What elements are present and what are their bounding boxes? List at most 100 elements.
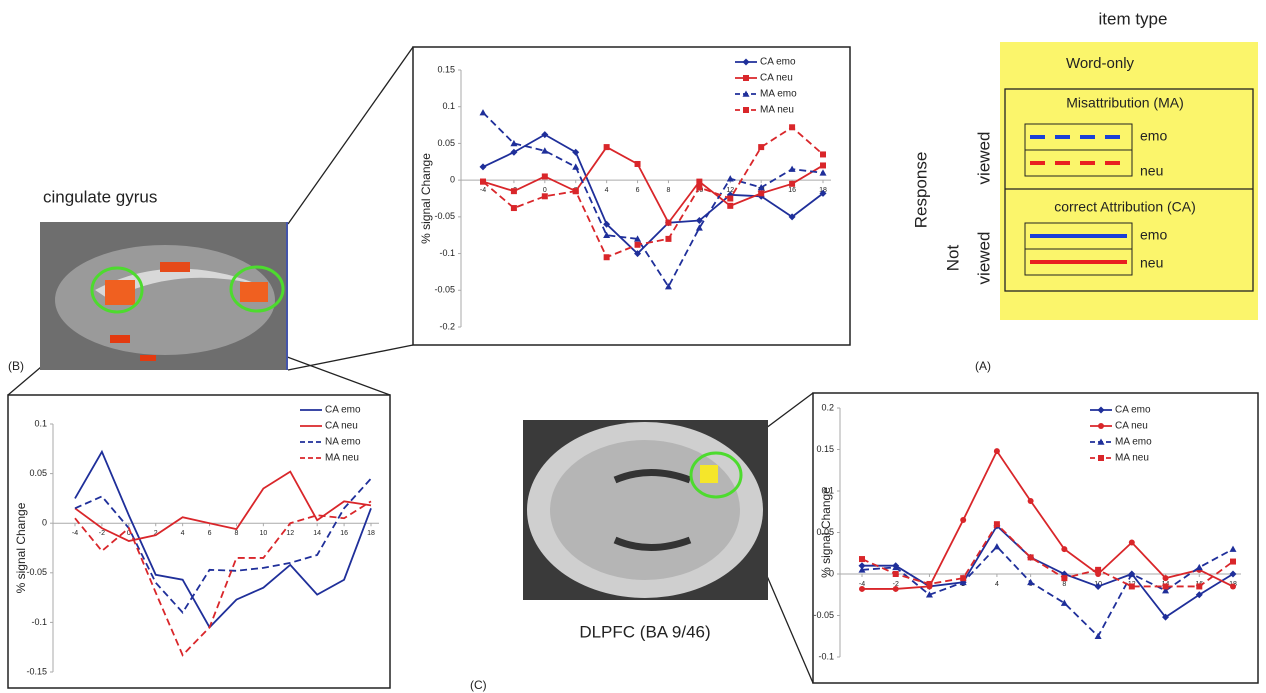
brain-sagittal: [40, 222, 288, 370]
axis-label: Response: [911, 152, 930, 229]
marker: [1094, 582, 1102, 590]
y-tick-label: 0: [450, 175, 455, 185]
x-tick-label: 2: [154, 530, 158, 537]
legend-label: MA neu: [760, 105, 794, 116]
marker: [960, 575, 967, 582]
y-tick-label: -0.05: [434, 211, 455, 221]
x-tick-label: 8: [235, 530, 239, 537]
marker: [695, 217, 703, 225]
legend-label: CA neu: [325, 421, 358, 432]
legend-label: CA emo: [760, 57, 796, 68]
marker: [892, 563, 900, 571]
marker: [742, 58, 750, 66]
y-axis-title: % signal Change: [819, 487, 833, 578]
x-tick-label: -4: [480, 187, 486, 194]
x-tick-label: 8: [667, 187, 671, 194]
series-line: [482, 111, 824, 289]
marker: [572, 148, 580, 156]
marker: [820, 162, 826, 169]
marker: [510, 148, 518, 156]
marker: [1098, 423, 1104, 429]
chart-frame: [412, 46, 851, 346]
y-tick-label: 0.1: [34, 418, 47, 428]
series-line: [74, 500, 372, 657]
marker: [480, 178, 486, 185]
marker: [819, 189, 827, 197]
x-tick-label: 16: [788, 187, 796, 194]
y-axis-title: % signal Change: [419, 153, 433, 244]
marker: [572, 163, 580, 170]
x-tick-label: 4: [605, 187, 609, 194]
marker: [859, 556, 865, 563]
marker: [788, 165, 796, 172]
y-tick-label: 0.05: [29, 468, 47, 478]
marker: [789, 124, 796, 131]
series-line: [482, 133, 824, 255]
x-tick-label: 0: [543, 187, 547, 194]
series-line: [862, 449, 1234, 590]
marker: [1027, 578, 1035, 586]
marker: [665, 219, 672, 226]
marker: [1061, 575, 1068, 582]
marker: [541, 193, 548, 200]
marker: [1196, 583, 1203, 590]
marker: [1128, 570, 1136, 577]
marker: [541, 131, 549, 139]
panel-label: (A): [975, 359, 991, 373]
y-tick-label: -0.2: [439, 321, 455, 331]
marker: [789, 180, 796, 187]
marker: [1162, 575, 1169, 582]
marker: [1229, 545, 1237, 552]
marker: [1162, 613, 1170, 621]
marker: [993, 448, 1000, 455]
panel-label: (B): [8, 359, 24, 373]
marker: [859, 585, 865, 592]
marker: [892, 585, 899, 592]
marker: [696, 178, 703, 185]
marker: [1195, 591, 1203, 599]
chart-frame: [812, 392, 1259, 684]
legend-label: MA neu: [325, 453, 359, 464]
y-tick-label: 0.1: [821, 485, 834, 495]
x-tick-label: 10: [695, 187, 703, 194]
x-tick-label: 8: [1062, 581, 1066, 588]
marker: [603, 254, 610, 261]
brain-axial: [523, 420, 768, 600]
legend-label: MA emo: [760, 89, 797, 100]
y-tick-label: -0.05: [26, 567, 47, 577]
marker: [603, 144, 610, 151]
marker: [788, 213, 796, 221]
legend-label: neu: [1140, 163, 1163, 179]
marker: [634, 250, 642, 258]
legend-label: emo: [1140, 227, 1167, 243]
marker: [959, 578, 967, 586]
x-tick-label: 4: [181, 530, 185, 537]
y-tick-label: -0.15: [26, 666, 47, 676]
panel-label: (C): [470, 678, 487, 692]
x-tick-label: 18: [367, 530, 375, 537]
series-line: [861, 522, 1234, 588]
marker: [510, 188, 517, 195]
x-tick-label: 14: [313, 530, 321, 537]
legend-title: item type: [1099, 9, 1168, 28]
x-tick-label: 16: [340, 530, 348, 537]
marker: [1162, 587, 1170, 594]
y-tick-label: -0.1: [818, 651, 834, 661]
marker: [665, 235, 672, 242]
series-line: [482, 126, 824, 259]
legend-label: CA neu: [1115, 421, 1148, 432]
marker: [1230, 583, 1236, 590]
marker: [1128, 583, 1135, 590]
series-line: [74, 470, 372, 543]
marker: [993, 521, 1000, 528]
marker: [572, 188, 579, 195]
series-line: [74, 449, 372, 629]
marker: [1098, 455, 1104, 461]
legend-label: CA emo: [1115, 405, 1151, 416]
legend-label: Misattribution (MA): [1066, 95, 1183, 111]
marker: [634, 235, 642, 242]
marker: [743, 107, 749, 113]
legend-label: Word-only: [1066, 55, 1135, 72]
legend-label: NA emo: [325, 437, 361, 448]
